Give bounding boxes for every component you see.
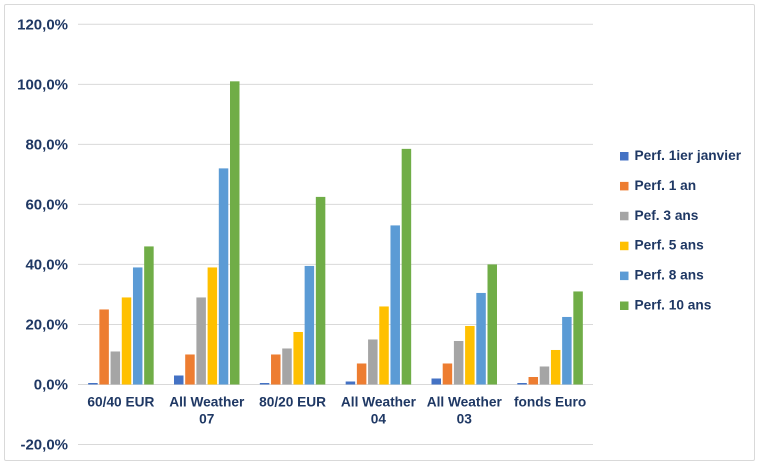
svg-text:04: 04	[371, 412, 387, 427]
svg-text:100,0%: 100,0%	[17, 76, 68, 93]
svg-text:03: 03	[457, 412, 473, 427]
svg-text:80/20 EUR: 80/20 EUR	[259, 395, 326, 410]
svg-text:Perf. 8 ans: Perf. 8 ans	[635, 268, 705, 283]
svg-text:Perf. 5 ans: Perf. 5 ans	[635, 238, 705, 253]
svg-text:Perf. 10 ans: Perf. 10 ans	[635, 298, 712, 313]
svg-text:0,0%: 0,0%	[34, 377, 68, 394]
svg-text:Pef. 3 ans: Pef. 3 ans	[635, 208, 699, 223]
svg-text:fonds Euro: fonds Euro	[514, 395, 586, 410]
svg-text:Perf. 1ier janvier: Perf. 1ier janvier	[635, 148, 742, 163]
svg-text:80,0%: 80,0%	[25, 136, 68, 153]
svg-text:60/40 EUR: 60/40 EUR	[87, 395, 154, 410]
svg-text:All Weather: All Weather	[427, 395, 503, 410]
svg-text:40,0%: 40,0%	[25, 256, 68, 273]
svg-text:All Weather: All Weather	[169, 395, 245, 410]
svg-text:-20,0%: -20,0%	[20, 437, 68, 454]
svg-text:Perf. 1 an: Perf. 1 an	[635, 178, 697, 193]
svg-text:07: 07	[199, 412, 215, 427]
svg-text:120,0%: 120,0%	[17, 16, 68, 33]
svg-text:20,0%: 20,0%	[25, 316, 68, 333]
svg-text:All Weather: All Weather	[341, 395, 417, 410]
svg-text:60,0%: 60,0%	[25, 196, 68, 213]
